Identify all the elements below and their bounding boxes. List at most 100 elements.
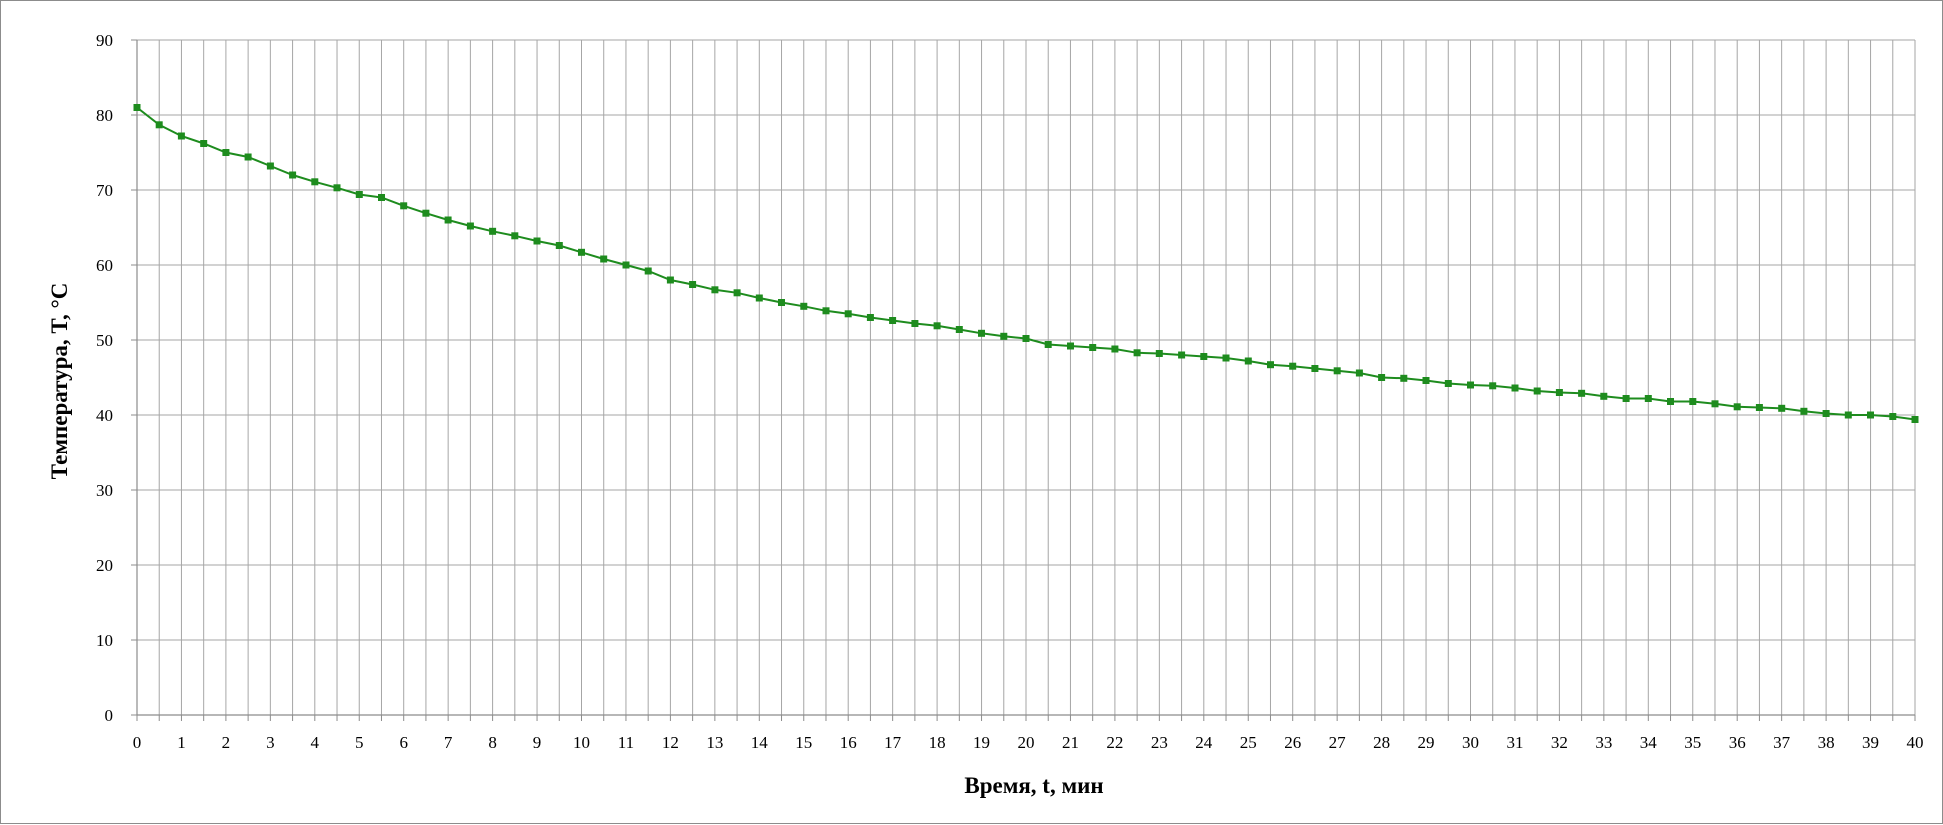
x-tick-label: 30: [1462, 733, 1479, 752]
x-tick-label: 2: [222, 733, 231, 752]
x-tick-label: 38: [1818, 733, 1835, 752]
x-tick-label: 5: [355, 733, 364, 752]
data-point-marker: [177, 132, 185, 140]
data-point-marker: [511, 232, 519, 240]
x-tick-label: 32: [1551, 733, 1568, 752]
data-point-marker: [1555, 389, 1563, 396]
data-point-marker: [622, 261, 630, 269]
x-tick-label: 11: [618, 733, 634, 752]
x-tick-label: 39: [1862, 733, 1879, 752]
data-point-marker: [1533, 387, 1541, 395]
y-tick-label: 30: [96, 481, 113, 500]
data-point-marker: [1822, 410, 1830, 417]
data-series: [133, 104, 1919, 423]
data-point-marker: [1778, 404, 1786, 412]
y-tick-label: 60: [96, 256, 113, 275]
data-point-marker: [1000, 332, 1008, 340]
data-point-marker: [1689, 398, 1697, 405]
x-tick-label: 3: [266, 733, 275, 752]
x-tick-label: 25: [1240, 733, 1257, 752]
data-point-marker: [1400, 374, 1408, 382]
data-point-marker: [911, 320, 919, 327]
data-point-marker: [1044, 341, 1052, 348]
data-point-marker: [1444, 380, 1452, 387]
data-point-marker: [1800, 407, 1808, 415]
x-tick-label: 15: [795, 733, 812, 752]
x-tick-label: 18: [929, 733, 946, 752]
x-tick-label: 36: [1729, 733, 1746, 752]
x-tick-label: 37: [1773, 733, 1791, 752]
y-tick-label: 20: [96, 556, 113, 575]
data-point-marker: [1667, 398, 1674, 405]
data-point-marker: [1378, 374, 1386, 381]
data-point-marker: [266, 162, 274, 170]
x-tick-label: 0: [133, 733, 142, 752]
x-tick-label: 1: [177, 733, 186, 752]
data-point-marker: [533, 237, 541, 245]
x-tick-label: 17: [884, 733, 902, 752]
x-tick-label: 4: [311, 733, 320, 752]
data-point-marker: [689, 281, 697, 288]
data-point-marker: [1267, 361, 1274, 369]
x-axis-title: Время, t, мин: [964, 773, 1103, 798]
x-tick-label: 7: [444, 733, 453, 752]
data-point-marker: [555, 242, 563, 249]
data-point-marker: [778, 299, 785, 306]
data-point-marker: [1911, 416, 1919, 423]
data-point-marker: [844, 310, 852, 318]
data-point-marker: [355, 191, 363, 198]
data-point-marker: [1467, 381, 1474, 389]
x-tick-label: 28: [1373, 733, 1390, 752]
data-point-marker: [1644, 395, 1652, 402]
data-point-marker: [1311, 365, 1319, 372]
data-point-marker: [755, 294, 763, 302]
data-point-marker: [1489, 382, 1497, 390]
data-point-marker: [1067, 342, 1074, 350]
x-tick-label: 34: [1640, 733, 1658, 752]
x-tick-label: 8: [488, 733, 497, 752]
data-point-marker: [466, 222, 474, 230]
y-tick-label: 50: [96, 331, 113, 350]
data-point-marker: [822, 307, 830, 315]
data-point-marker: [1089, 344, 1097, 351]
data-point-marker: [311, 178, 319, 186]
data-point-marker: [1022, 335, 1030, 342]
data-point-marker: [333, 184, 341, 192]
data-point-marker: [289, 171, 297, 179]
x-tick-label: 31: [1506, 733, 1523, 752]
data-point-marker: [600, 255, 608, 263]
x-tick-label: 24: [1195, 733, 1213, 752]
data-point-marker: [133, 104, 141, 111]
y-axis-title: Температура, T, °C: [47, 283, 72, 480]
x-tick-label: 21: [1062, 733, 1079, 752]
data-point-marker: [1355, 369, 1363, 377]
data-point-marker: [1200, 353, 1208, 360]
x-tick-label: 29: [1418, 733, 1435, 752]
x-tick-label: 13: [706, 733, 723, 752]
x-tick-label: 26: [1284, 733, 1301, 752]
data-point-marker: [711, 286, 719, 294]
data-point-marker: [1755, 404, 1763, 411]
data-point-marker: [444, 216, 452, 224]
data-point-marker: [889, 317, 897, 324]
grid-lines: [136, 39, 1916, 716]
x-tick-label: 22: [1106, 733, 1123, 752]
data-point-marker: [1111, 345, 1119, 353]
data-point-marker: [489, 227, 497, 235]
data-point-marker: [1289, 362, 1297, 370]
y-tick-label: 90: [96, 31, 113, 50]
data-point-marker: [222, 149, 230, 156]
x-tick-label: 16: [840, 733, 857, 752]
data-point-marker: [1578, 389, 1586, 397]
data-point-marker: [1844, 411, 1852, 419]
data-point-marker: [578, 248, 585, 256]
x-tick-label: 9: [533, 733, 542, 752]
data-point-marker: [200, 140, 208, 147]
y-tick-label: 70: [96, 181, 113, 200]
data-point-marker: [1244, 357, 1252, 365]
x-tick-label: 14: [751, 733, 769, 752]
y-tick-label: 40: [96, 406, 113, 425]
